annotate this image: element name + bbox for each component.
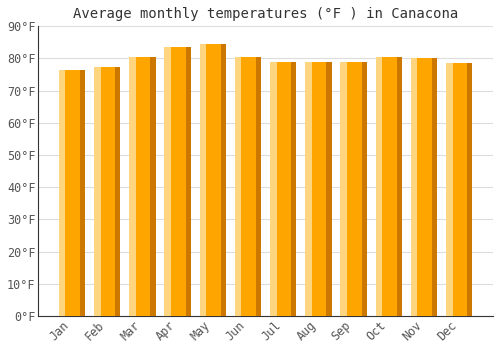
Bar [446,63,452,316]
Bar [130,57,156,316]
Bar [94,66,100,316]
Bar [270,62,276,316]
Bar [432,58,437,316]
Bar [164,47,171,316]
Bar [115,66,120,316]
Bar [235,57,242,316]
Title: Average monthly temperatures (°F ) in Canacona: Average monthly temperatures (°F ) in Ca… [73,7,458,21]
Bar [340,62,347,316]
Bar [270,62,296,316]
Bar [291,62,296,316]
Bar [80,70,86,316]
Bar [376,57,382,316]
Bar [200,44,226,316]
Bar [326,62,332,316]
Bar [59,70,66,316]
Bar [94,66,120,316]
Bar [396,57,402,316]
Bar [467,63,472,316]
Bar [305,62,332,316]
Bar [235,57,261,316]
Bar [200,44,206,316]
Bar [221,44,226,316]
Bar [130,57,136,316]
Bar [59,70,86,316]
Bar [340,62,367,316]
Bar [164,47,191,316]
Bar [376,57,402,316]
Bar [186,47,191,316]
Bar [256,57,261,316]
Bar [305,62,312,316]
Bar [150,57,156,316]
Bar [446,63,472,316]
Bar [411,58,437,316]
Bar [362,62,367,316]
Bar [411,58,418,316]
